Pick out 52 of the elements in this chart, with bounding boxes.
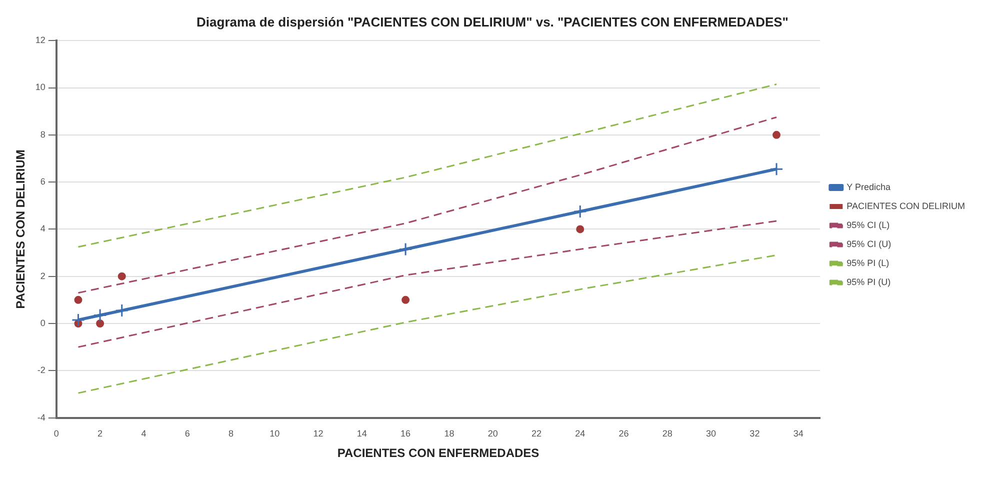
point bbox=[402, 296, 410, 304]
y-tick-label: 10 bbox=[35, 82, 46, 92]
x-tick-label: 20 bbox=[488, 428, 498, 439]
x-tick-label: 8 bbox=[228, 428, 234, 439]
line-series bbox=[77, 220, 778, 348]
x-tick-label: 14 bbox=[356, 428, 367, 439]
x-tick-label: 22 bbox=[531, 428, 542, 439]
line-series bbox=[77, 83, 778, 248]
x-tick-label: 28 bbox=[662, 428, 672, 439]
y-axis-title: PACIENTES CON DELIRIUM bbox=[14, 150, 28, 309]
legend-label: 95% PI (L) bbox=[846, 258, 890, 268]
y-tick-label: 8 bbox=[40, 129, 46, 140]
chart-title: Diagrama de dispersión "PACIENTES CON DELIRIUM" vs. "PACIENTES CON ENFERMEDADES" bbox=[196, 14, 788, 30]
x-tick-label: 6 bbox=[184, 428, 190, 439]
y-tick-label: 2 bbox=[40, 270, 46, 281]
x-tick-label: 0 bbox=[54, 428, 59, 439]
y-tick-label: -4 bbox=[37, 412, 46, 422]
y-tick-label: 0 bbox=[40, 318, 46, 328]
legend-label: 95% PI (U) bbox=[846, 276, 891, 287]
legend-label: PACIENTES CON DELIRIUM bbox=[846, 200, 966, 211]
x-tick-label: 26 bbox=[618, 428, 629, 439]
line-series bbox=[77, 116, 778, 294]
legend-label: 95% CI (L) bbox=[846, 220, 890, 230]
x-tick-label: 18 bbox=[444, 428, 454, 439]
point bbox=[398, 242, 412, 256]
x-tick-label: 34 bbox=[793, 428, 804, 439]
point bbox=[96, 320, 104, 328]
x-tick-label: 30 bbox=[706, 428, 716, 439]
point bbox=[573, 204, 587, 218]
x-tick-label: 12 bbox=[313, 428, 324, 439]
y-tick-label: 12 bbox=[35, 35, 46, 46]
x-tick-label: 32 bbox=[750, 428, 760, 439]
legend-label: 95% CI (U) bbox=[846, 238, 892, 249]
point bbox=[770, 162, 784, 176]
legend-label: Y Predicha bbox=[846, 182, 891, 192]
y-tick-label: 6 bbox=[40, 176, 46, 187]
x-tick-label: 16 bbox=[400, 428, 411, 439]
point bbox=[118, 272, 126, 280]
x-tick-label: 4 bbox=[141, 428, 146, 439]
point bbox=[115, 304, 129, 318]
x-tick-label: 10 bbox=[270, 428, 280, 439]
point bbox=[93, 308, 107, 322]
line-series bbox=[77, 254, 778, 394]
x-axis-title: PACIENTES CON ENFERMEDADES bbox=[337, 446, 540, 460]
y-tick-label: -2 bbox=[37, 365, 46, 376]
point bbox=[71, 313, 85, 327]
point bbox=[74, 296, 82, 304]
point bbox=[576, 225, 584, 234]
x-tick-label: 24 bbox=[575, 428, 586, 439]
x-tick-label: 2 bbox=[98, 428, 103, 439]
point bbox=[772, 130, 781, 139]
y-tick-label: 4 bbox=[40, 224, 46, 234]
